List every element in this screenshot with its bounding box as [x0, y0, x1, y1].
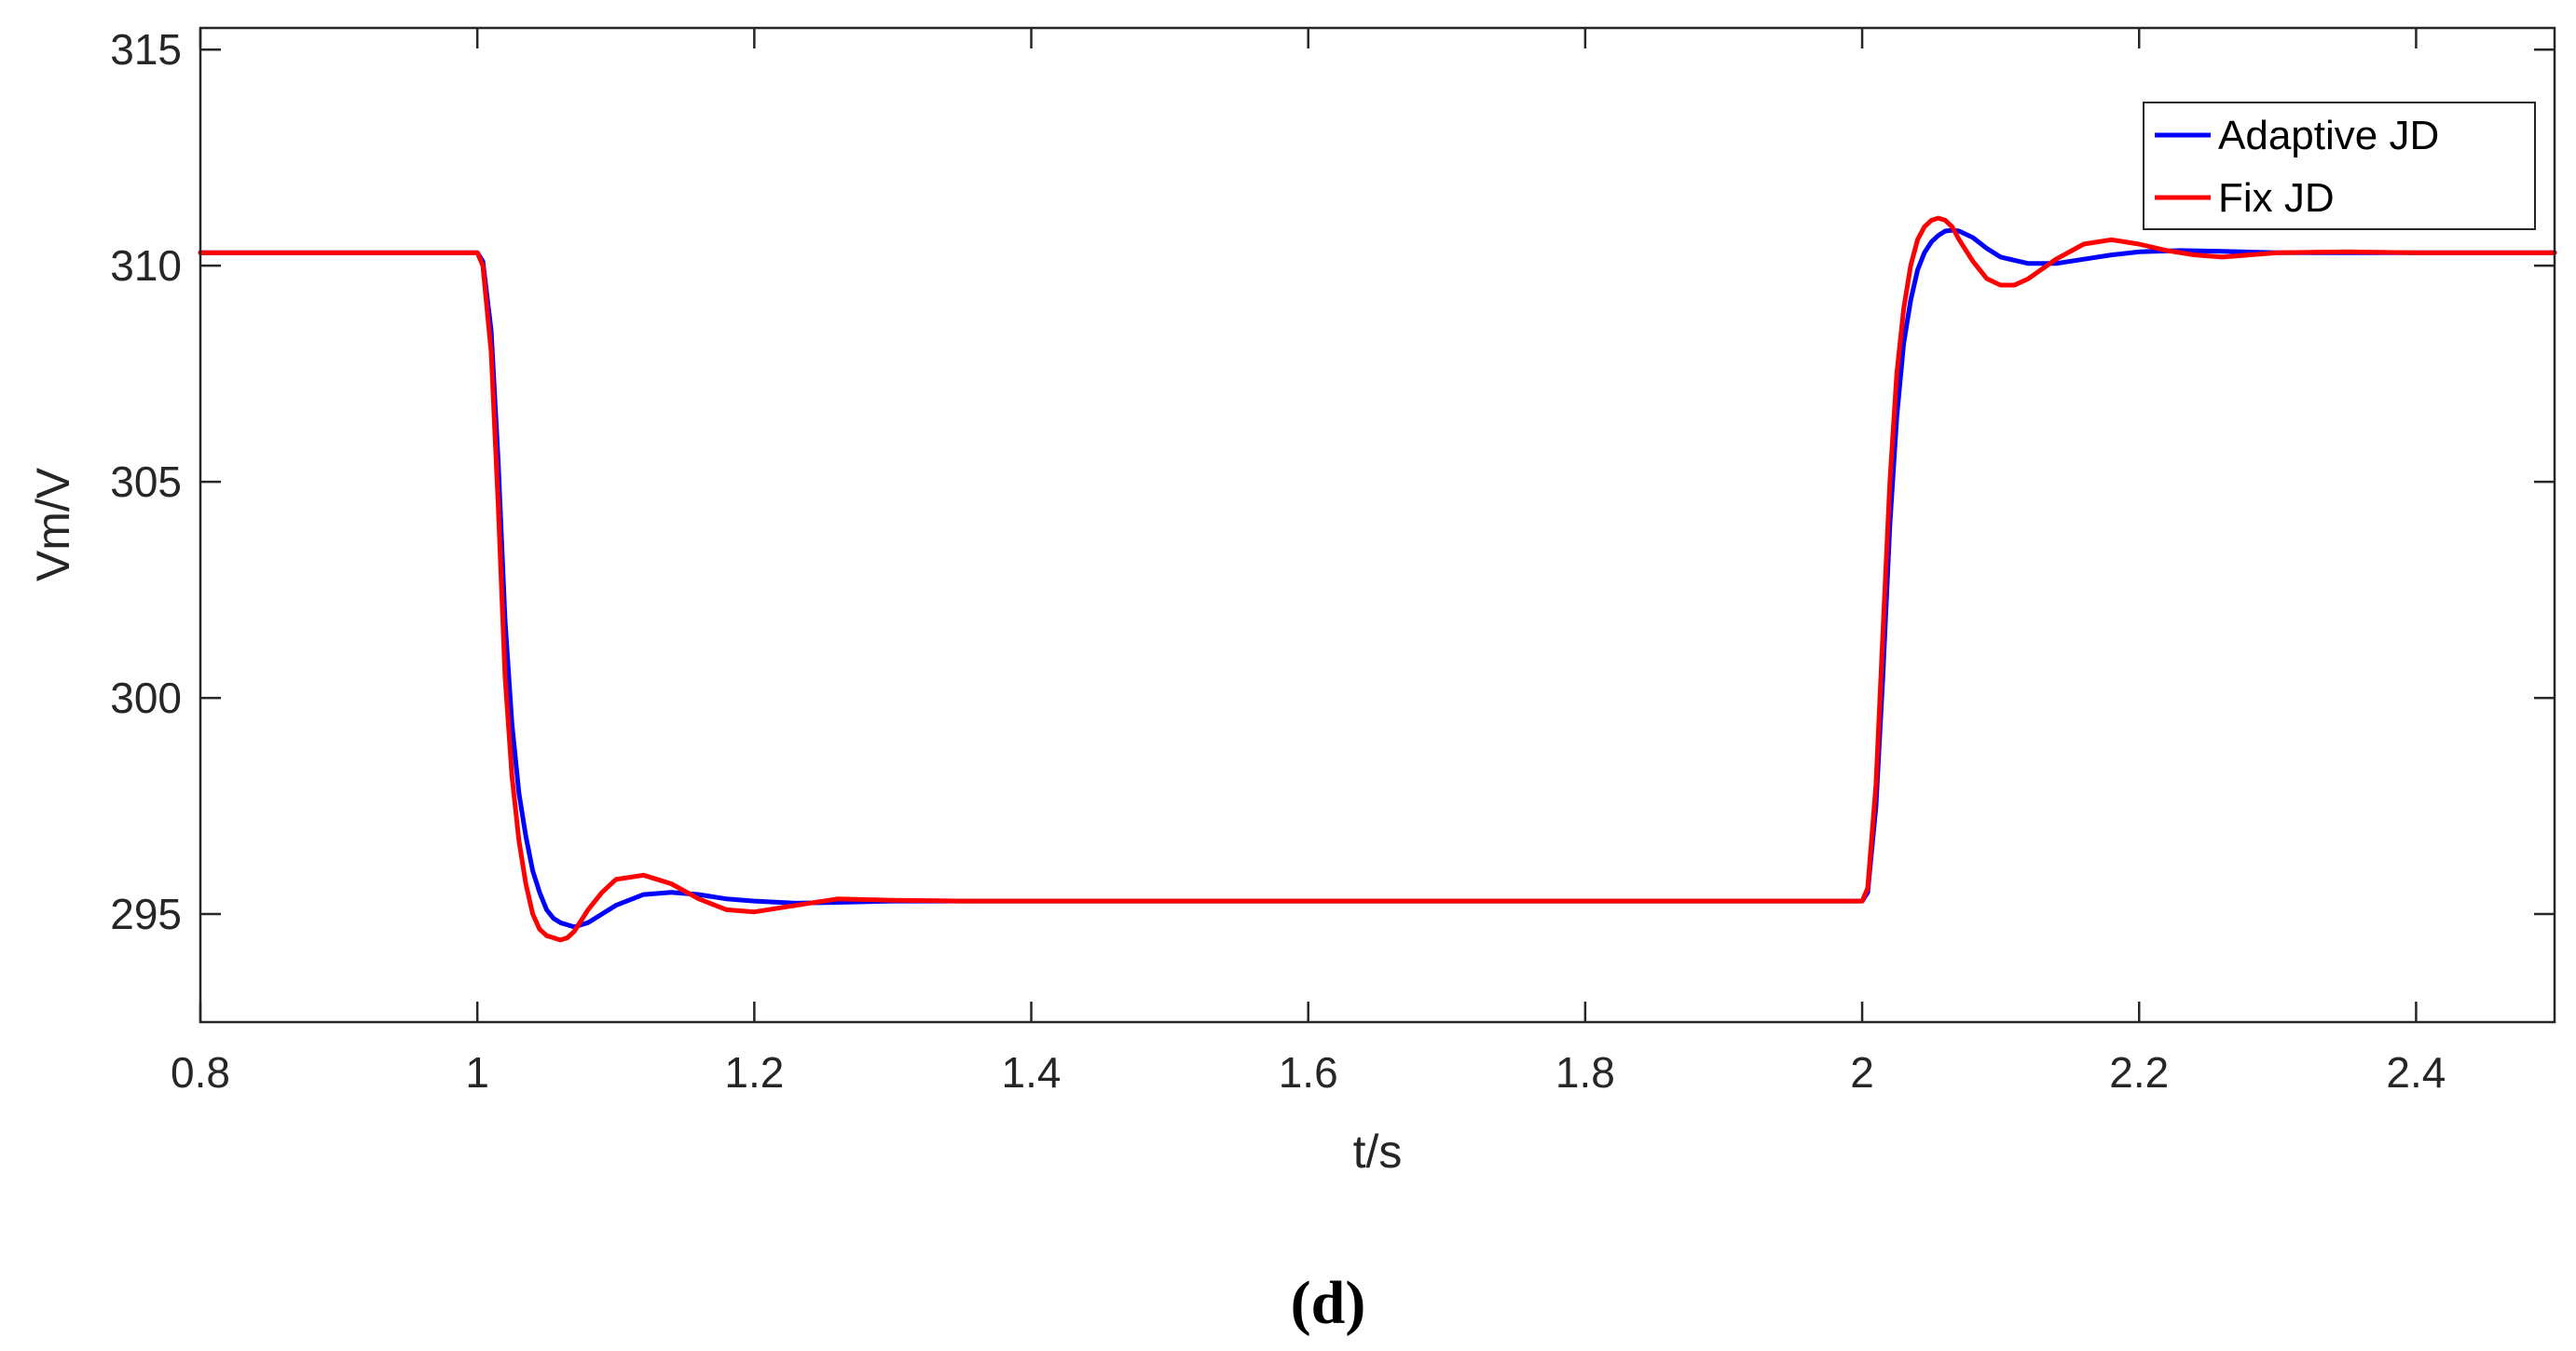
- x-tick-label-1-2: 1.2: [724, 1048, 784, 1097]
- legend-label-fix-jd: Fix JD: [2218, 175, 2335, 221]
- y-tick-label-305: 305: [110, 457, 182, 506]
- figure-caption: (d): [1291, 1269, 1366, 1337]
- y-axis-label: Vm/V: [27, 467, 79, 581]
- x-tick-label-2-4: 2.4: [2386, 1048, 2446, 1097]
- y-tick-label-315: 315: [110, 25, 182, 74]
- legend: Adaptive JD Fix JD: [2143, 102, 2536, 230]
- x-axis-label: t/s: [1353, 1126, 1403, 1178]
- y-tick-label-300: 300: [110, 674, 182, 722]
- series-layer: [198, 215, 2557, 943]
- y-axis-ticks: 295 300 305 310 315: [110, 25, 2555, 938]
- x-axis-ticks: 0.8 1 1.2 1.4 1.6 1.8 2 2.2 2.4: [171, 28, 2446, 1097]
- legend-label-adaptive-jd: Adaptive JD: [2218, 113, 2439, 158]
- x-tick-label-1-8: 1.8: [1555, 1048, 1615, 1097]
- plot-frame: [199, 26, 2556, 1024]
- legend-box: [2143, 102, 2536, 230]
- series-line-fix-jd: [198, 215, 2557, 943]
- x-tick-label-2: 2: [1850, 1048, 1874, 1097]
- x-tick-label-1-6: 1.6: [1279, 1048, 1338, 1097]
- x-tick-label-1: 1: [465, 1048, 489, 1097]
- x-tick-label-2-2: 2.2: [2109, 1048, 2169, 1097]
- x-tick-label-1-4: 1.4: [1002, 1048, 1062, 1097]
- x-tick-label-0-8: 0.8: [171, 1048, 230, 1097]
- y-tick-label-310: 310: [110, 241, 182, 290]
- y-tick-label-295: 295: [110, 890, 182, 938]
